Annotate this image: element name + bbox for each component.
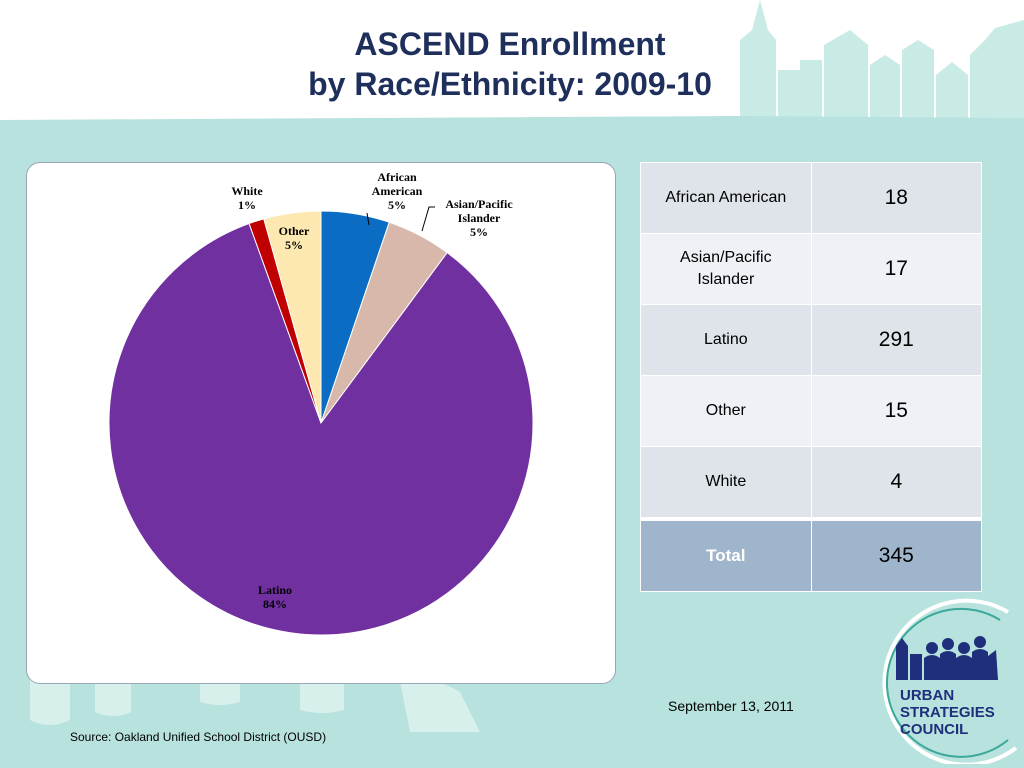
table-cell-category: White (640, 446, 812, 520)
skyline-decoration (740, 0, 1024, 118)
logo-text-line-2: STRATEGIES (900, 704, 995, 721)
logo-text-line-3: COUNCIL (900, 721, 968, 738)
table-total-value: 345 (810, 517, 983, 592)
table-row: Asian/Pacific Islander 17 (640, 233, 983, 305)
pie-label-white: White 1% (231, 184, 263, 212)
logo-skyline-icon (896, 636, 998, 680)
slide-date: September 13, 2011 (668, 698, 794, 714)
slide-title: ASCEND Enrollment by Race/Ethnicity: 200… (230, 24, 790, 104)
title-line-2: by Race/Ethnicity: 2009-10 (308, 66, 712, 102)
table-row: White 4 (640, 446, 983, 520)
table-cell-value: 4 (810, 446, 983, 520)
pie-label-african-american: African American 5% (371, 170, 423, 212)
table-total-row: Total 345 (640, 517, 983, 592)
table-cell-category: Other (640, 375, 812, 447)
table-cell-value: 291 (810, 304, 983, 376)
table-cell-value: 15 (810, 375, 983, 447)
title-line-1: ASCEND Enrollment (354, 26, 666, 62)
urban-strategies-council-logo: URBAN STRATEGIES COUNCIL (882, 598, 1018, 764)
table-cell-category: Latino (640, 304, 812, 376)
table-row: Latino 291 (640, 304, 983, 376)
pie-chart (108, 206, 534, 636)
table-cell-category: African American (640, 162, 812, 234)
pie-chart-panel: African American 5% Asian/Pacific Island… (26, 162, 616, 684)
table-cell-value: 18 (810, 162, 983, 234)
table-cell-value: 17 (810, 233, 983, 305)
pie-label-other: Other 5% (278, 224, 310, 252)
pie-slice-other (263, 210, 322, 424)
table-row: Other 15 (640, 375, 983, 447)
people-silhouette-decoration (30, 672, 480, 732)
pie-slices (108, 210, 534, 636)
table-cell-category: Asian/Pacific Islander (640, 233, 812, 305)
leader-line-asian-pacific (421, 206, 435, 232)
enrollment-table: African American 18 Asian/Pacific Island… (640, 162, 983, 592)
logo-text-line-1: URBAN (900, 687, 954, 704)
pie-label-latino: Latino 84% (257, 583, 292, 611)
source-note: Source: Oakland Unified School District … (70, 730, 327, 744)
pie-slice-latino (108, 222, 534, 636)
table-total-label: Total (640, 517, 812, 592)
table-row: African American 18 (640, 162, 983, 234)
pie-leader-lines (366, 206, 435, 232)
pie-label-asian-pacific: Asian/Pacific Islander 5% (445, 197, 513, 239)
leader-line-african-american (366, 212, 370, 226)
